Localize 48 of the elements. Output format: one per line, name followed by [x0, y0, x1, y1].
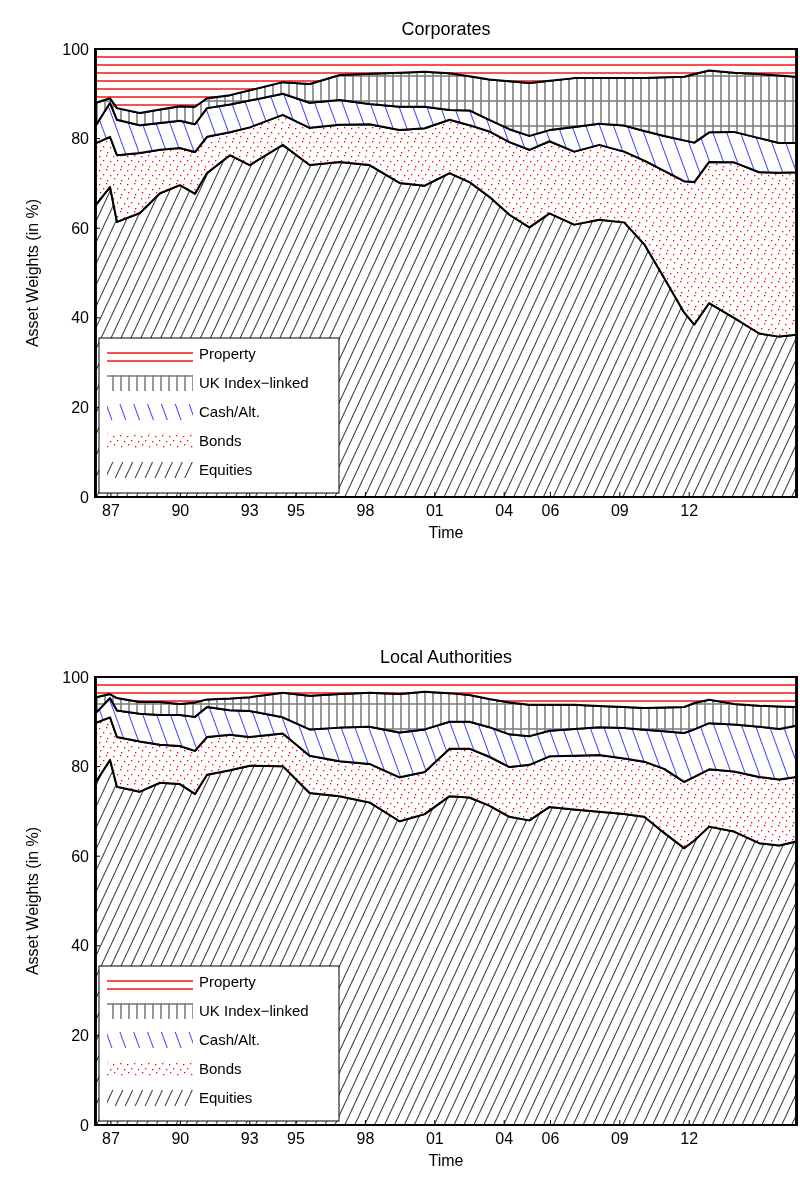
- series-label: Equities: [199, 1089, 253, 1107]
- x-tick-label: 87: [102, 502, 120, 519]
- x-tick-label: 06: [541, 1130, 560, 1147]
- x-tick-label: 98: [356, 1130, 375, 1147]
- y-tick-label: 100: [62, 40, 90, 58]
- x-tick-label: 04: [495, 502, 514, 519]
- series-label: Cash/Alt.: [199, 1031, 260, 1049]
- x-tick-label: 12: [680, 502, 699, 519]
- series-label: Equities: [199, 461, 253, 479]
- x-tick-label: 93: [240, 1130, 259, 1147]
- x-tick-label: 12: [680, 1130, 699, 1147]
- series-label: Cash/Alt.: [199, 403, 260, 421]
- y-tick-label: 40: [71, 937, 90, 955]
- series-label: Bonds: [199, 432, 242, 450]
- y-axis-title: Asset Weights (in %): [24, 826, 41, 976]
- x-tick-label: 09: [610, 502, 629, 519]
- x-tick-label: 04: [495, 1130, 514, 1147]
- x-tick-label: 98: [356, 502, 375, 519]
- y-tick-label: 80: [71, 758, 90, 776]
- x-tick-label: 90: [171, 1130, 190, 1147]
- y-tick-label: 100: [62, 668, 90, 686]
- chart-title: Corporates: [401, 19, 491, 39]
- x-tick-label: 87: [102, 1130, 120, 1147]
- x-tick-label: 06: [541, 502, 560, 519]
- y-tick-label: 0: [80, 488, 90, 506]
- series-label: UK Index−linked: [199, 1002, 309, 1020]
- x-tick-label: 01: [425, 502, 444, 519]
- y-tick-label: 60: [71, 219, 90, 237]
- x-tick-label: 09: [610, 1130, 629, 1147]
- x-tick-label: 95: [287, 502, 305, 519]
- series-label: UK Index−linked: [199, 374, 309, 392]
- y-tick-label: 20: [71, 399, 90, 416]
- series-label: Property: [199, 973, 257, 991]
- x-tick-label: 95: [287, 1130, 305, 1147]
- y-tick-label: 0: [80, 1116, 90, 1134]
- x-tick-label: 93: [240, 502, 259, 519]
- y-tick-label: 20: [71, 1027, 90, 1044]
- x-axis-title: Time: [428, 524, 464, 541]
- y-tick-label: 80: [71, 130, 90, 148]
- series-label: Bonds: [199, 1060, 242, 1078]
- x-tick-label: 90: [171, 502, 190, 519]
- y-tick-label: 40: [71, 309, 90, 327]
- x-axis-title: Time: [428, 1152, 464, 1169]
- y-axis-title: Asset Weights (in %): [24, 198, 41, 348]
- series-label: Property: [199, 345, 257, 363]
- chart-title: Local Authorities: [379, 647, 513, 667]
- x-tick-label: 01: [425, 1130, 444, 1147]
- y-tick-label: 60: [71, 847, 90, 865]
